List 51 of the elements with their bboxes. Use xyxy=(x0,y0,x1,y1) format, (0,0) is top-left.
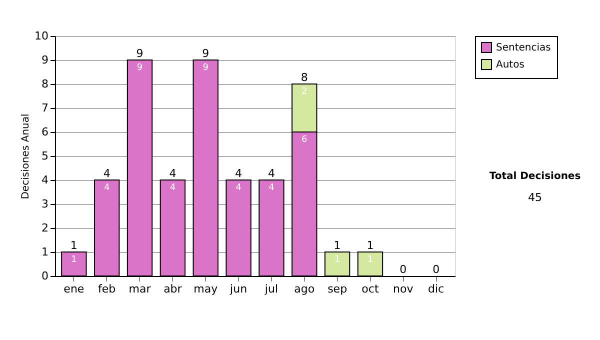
data-label: 4 xyxy=(104,183,110,193)
y-tick-label: 5 xyxy=(42,150,48,162)
data-label: 2 xyxy=(302,87,308,97)
y-tick-label: 0 xyxy=(42,270,48,282)
total-label: 9 xyxy=(202,47,210,60)
data-label: 4 xyxy=(268,183,275,193)
y-tick-label: 2 xyxy=(42,222,48,234)
x-tick-label: feb xyxy=(98,282,116,296)
y-tick-label: 8 xyxy=(42,78,48,90)
data-label: 4 xyxy=(236,183,242,193)
total-label: 1 xyxy=(366,239,374,252)
legend-label: Autos xyxy=(496,60,524,70)
x-tick-label: jun xyxy=(229,282,248,296)
y-tick-label: 1 xyxy=(42,246,48,258)
x-tick-label: jul xyxy=(264,282,278,296)
y-tick-label: 9 xyxy=(42,54,48,66)
data-label: 1 xyxy=(334,255,340,265)
text: 45 xyxy=(528,191,542,204)
data-label: 4 xyxy=(170,183,176,193)
x-tick-label: mar xyxy=(128,282,152,296)
x-tick-label: sep xyxy=(328,282,348,296)
data-label: 1 xyxy=(71,255,77,265)
total-label: 4 xyxy=(268,167,275,180)
data-label: 6 xyxy=(302,135,308,145)
data-label: 9 xyxy=(202,63,209,73)
legend-label: Sentencias xyxy=(496,42,551,54)
total-label: 8 xyxy=(300,71,308,84)
x-tick-label: nov xyxy=(393,282,414,296)
total-label: 9 xyxy=(136,47,144,60)
x-tick-label: ene xyxy=(64,282,84,296)
total-label: 4 xyxy=(169,167,176,180)
y-tick-label: 10 xyxy=(34,30,48,42)
x-tick-label: may xyxy=(194,282,218,296)
y-tick-label: 3 xyxy=(42,198,48,210)
y-axis-title: Decisiones Anual xyxy=(20,114,32,200)
x-tick-label: oct xyxy=(362,282,380,296)
total-label: 1 xyxy=(334,239,341,252)
data-label: 1 xyxy=(367,255,374,265)
total-label: 0 xyxy=(400,263,407,276)
total-label: 4 xyxy=(103,167,110,180)
x-tick-label: ago xyxy=(294,282,315,296)
text: Total Decisiones xyxy=(489,171,581,182)
x-tick-label: dic xyxy=(428,282,444,296)
total-label: 0 xyxy=(432,263,440,276)
y-tick-label: 6 xyxy=(42,126,48,138)
y-tick-label: 4 xyxy=(42,174,48,186)
data-label: 9 xyxy=(136,63,143,73)
total-label: 4 xyxy=(235,167,242,180)
y-tick-label: 7 xyxy=(42,102,48,114)
total-label: 1 xyxy=(70,239,78,252)
x-tick-label: abr xyxy=(164,282,182,296)
